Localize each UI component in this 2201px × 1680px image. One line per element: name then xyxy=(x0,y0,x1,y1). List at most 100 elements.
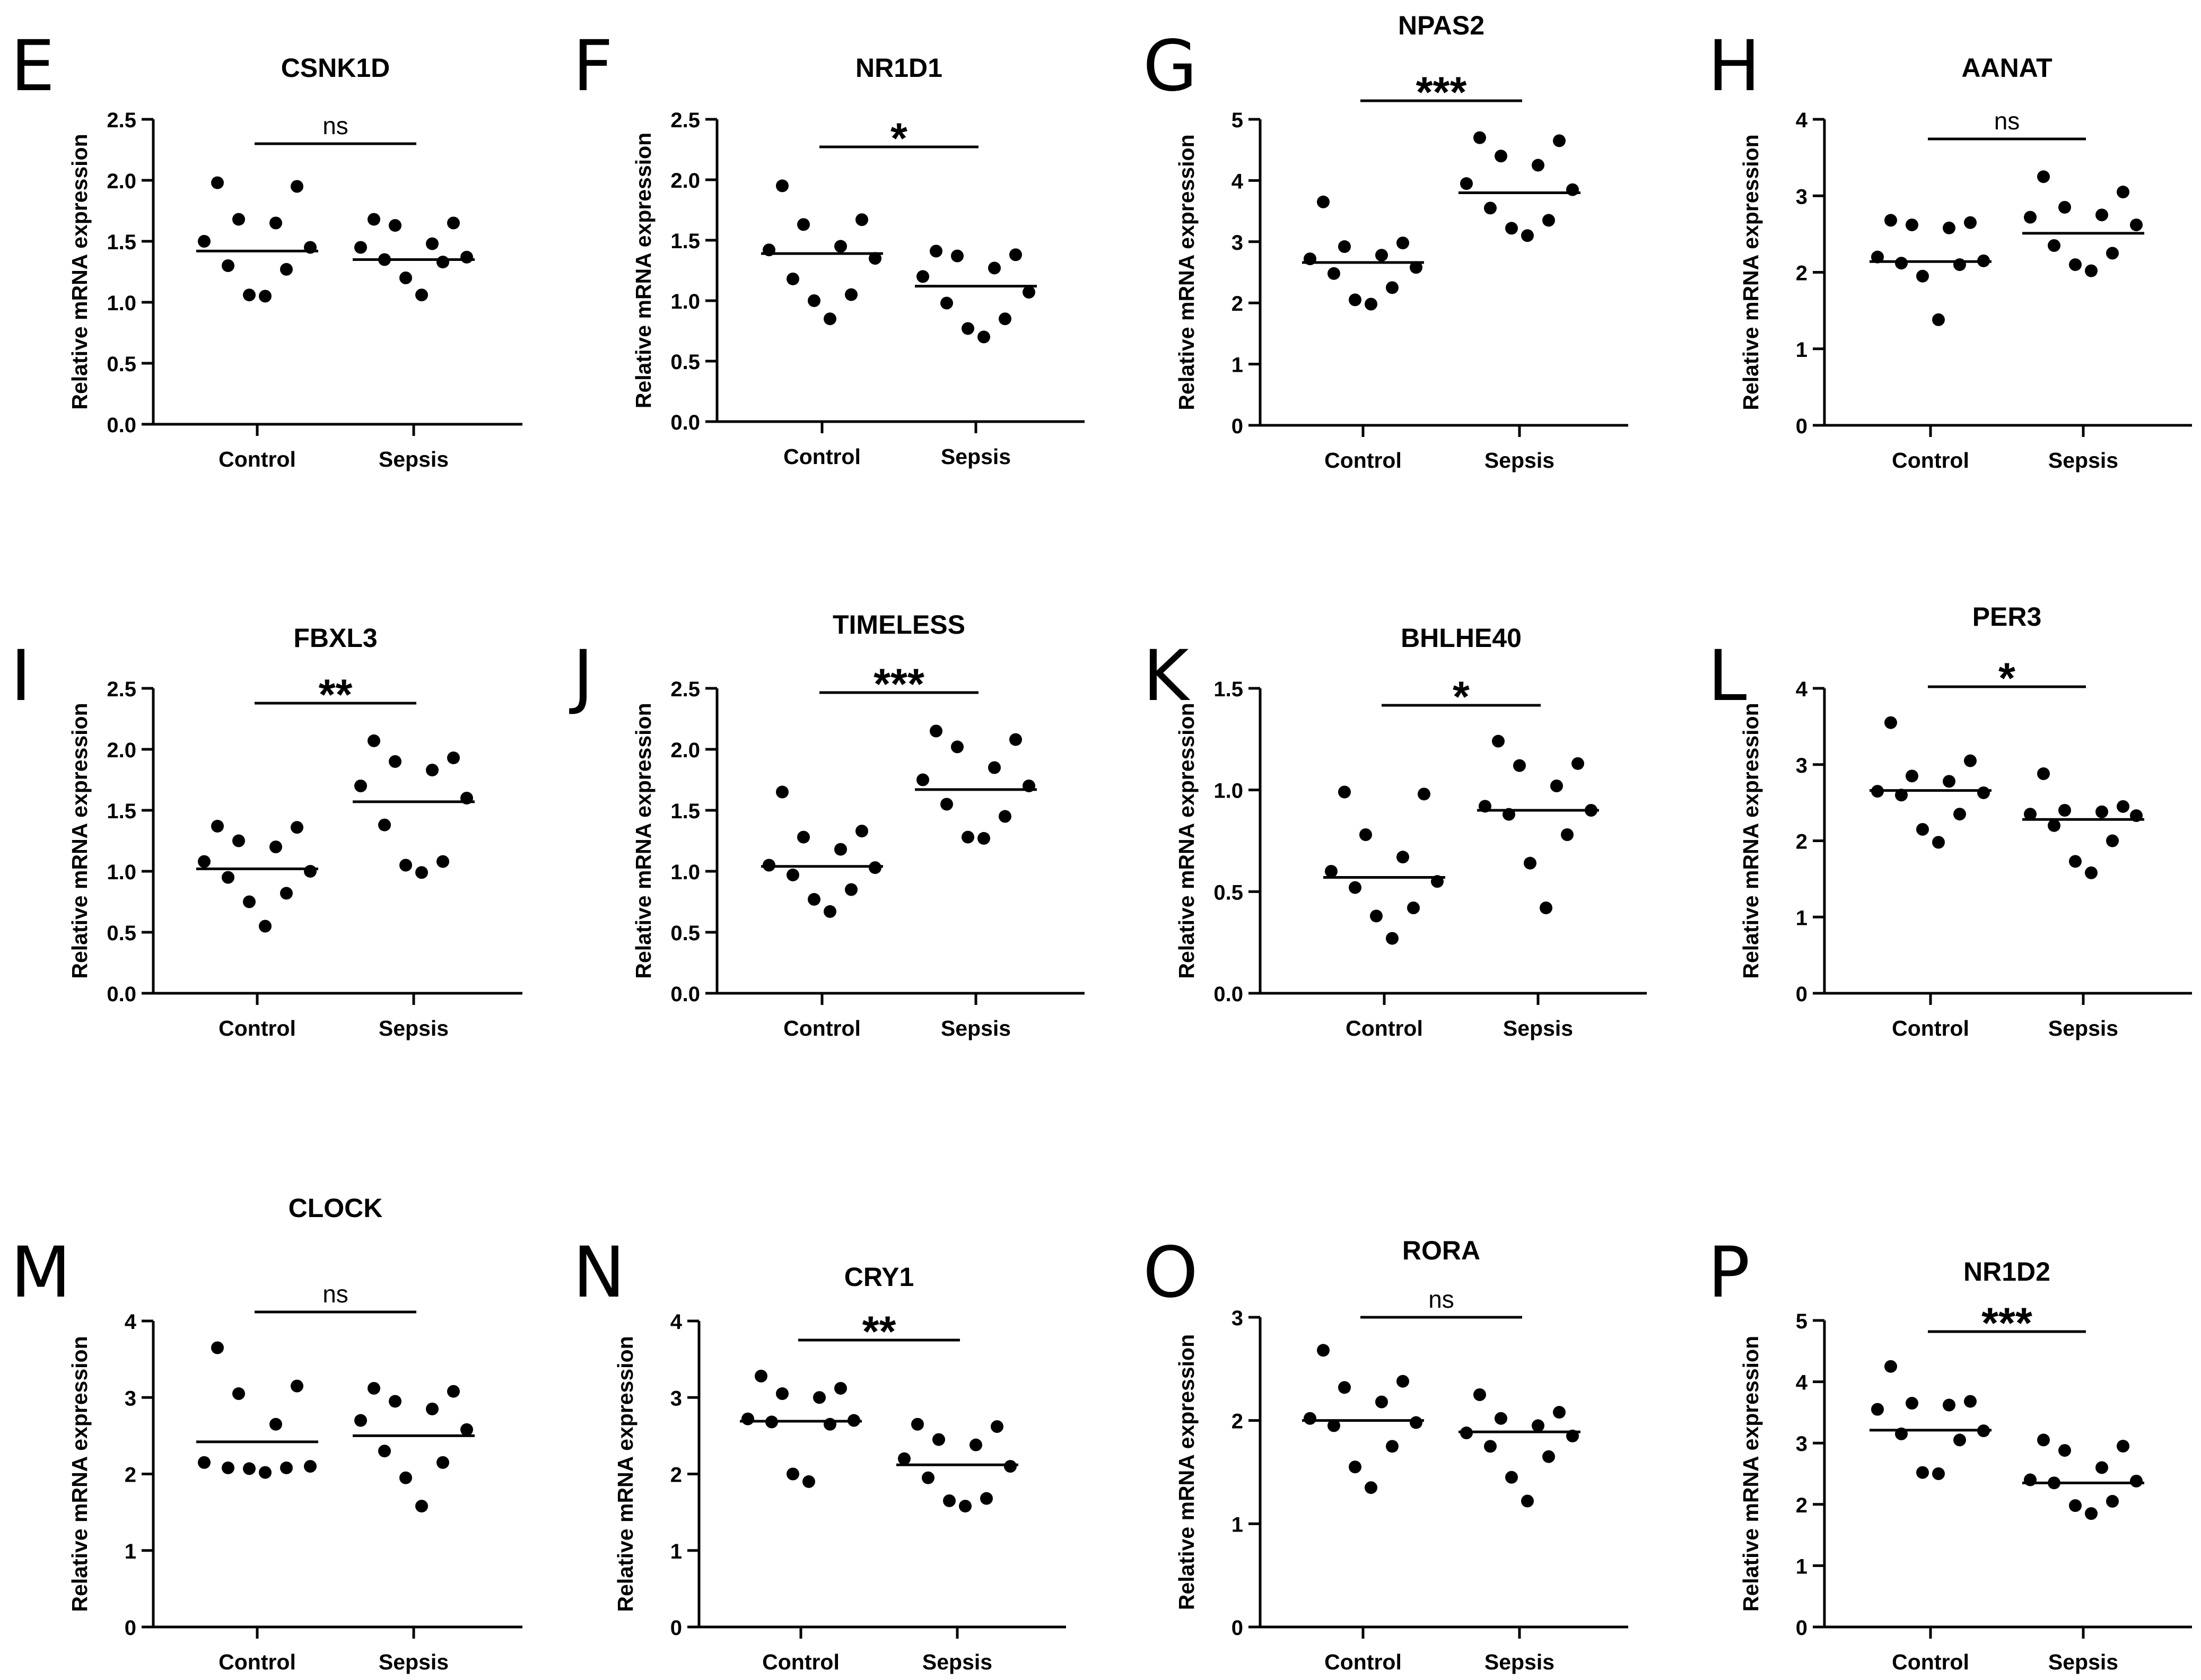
data-point xyxy=(1895,257,1908,270)
data-point xyxy=(304,1460,317,1473)
y-tick-label: 0.0 xyxy=(670,983,700,1006)
chart-title: NR1D1 xyxy=(855,53,942,83)
panel-letter: E xyxy=(11,25,55,107)
panel-h: H AANAT 0 1 2 3 4 Relative mRNA expression Contr… xyxy=(1708,25,2192,472)
data-point xyxy=(222,1461,234,1474)
y-axis-label: Relative mRNA expression xyxy=(1174,134,1199,410)
y-tick-label: 4 xyxy=(1796,1371,1808,1395)
data-point xyxy=(2106,834,2119,847)
panel-letter: M xyxy=(11,1232,71,1314)
data-point xyxy=(2048,819,2060,832)
y-tick-label: 0.0 xyxy=(670,411,700,434)
data-point xyxy=(1953,1433,1966,1447)
data-point xyxy=(999,312,1011,326)
data-point xyxy=(2037,170,2050,183)
data-point xyxy=(389,1395,401,1408)
data-point xyxy=(808,892,820,906)
data-point xyxy=(1375,249,1388,262)
x-tick-label: Sepsis xyxy=(941,444,1011,469)
data-point xyxy=(1004,1460,1017,1473)
data-point xyxy=(1977,786,1990,799)
data-point xyxy=(930,724,942,738)
data-point xyxy=(1484,1440,1497,1453)
y-tick-label: 1 xyxy=(1796,338,1807,362)
y-tick-label: 0.5 xyxy=(107,922,136,945)
y-tick-label: 1 xyxy=(1231,354,1243,377)
significance-label: ns xyxy=(322,1280,348,1308)
data-point xyxy=(855,213,868,226)
data-point xyxy=(797,830,810,844)
y-tick-label: 2 xyxy=(125,1464,136,1487)
data-point xyxy=(354,780,367,792)
data-point xyxy=(426,764,439,777)
panel-letter: N xyxy=(573,1232,625,1314)
y-tick-label: 3 xyxy=(670,1387,682,1410)
data-point xyxy=(951,249,964,262)
data-point xyxy=(436,256,449,269)
data-point xyxy=(2069,1499,2082,1512)
data-point xyxy=(802,1475,815,1488)
data-point xyxy=(1495,150,1507,163)
y-axis-label: Relative mRNA expression xyxy=(67,703,92,978)
data-point xyxy=(1396,237,1409,250)
data-point xyxy=(1023,286,1035,299)
y-axis-label: Relative mRNA expression xyxy=(67,1336,92,1612)
data-point xyxy=(2117,1439,2129,1452)
y-tick-label: 0 xyxy=(1796,1616,1807,1640)
y-tick-label: 3 xyxy=(1231,231,1243,255)
data-point xyxy=(824,1418,836,1431)
data-point xyxy=(845,288,858,301)
data-point xyxy=(1906,218,1918,232)
y-tick-label: 0.0 xyxy=(1213,983,1243,1006)
data-point xyxy=(2095,805,2108,818)
data-point xyxy=(426,237,439,250)
data-point xyxy=(2037,767,2050,780)
data-point xyxy=(389,219,401,232)
significance-label: ** xyxy=(319,671,353,719)
y-tick-label: 2.5 xyxy=(107,678,136,701)
y-tick-label: 0.5 xyxy=(670,351,700,374)
panel-g: G NPAS2 0 1 2 3 4 5 Relative mRNA expression Cont… xyxy=(1143,11,1628,472)
data-point xyxy=(787,868,799,881)
chart-title: PER3 xyxy=(1972,602,2042,632)
data-point xyxy=(1871,1403,1884,1416)
data-point xyxy=(1410,1416,1422,1429)
data-point xyxy=(1550,780,1563,792)
data-point xyxy=(1953,258,1966,272)
data-point xyxy=(269,216,282,230)
y-tick-label: 0 xyxy=(1796,983,1807,1006)
data-point xyxy=(1418,788,1430,801)
chart-title: NR1D2 xyxy=(1963,1257,2050,1287)
data-point xyxy=(940,798,953,811)
data-point xyxy=(1317,195,1330,208)
data-point xyxy=(2095,1461,2108,1474)
data-point xyxy=(1884,214,1897,227)
y-tick-label: 5 xyxy=(1231,109,1243,132)
data-point xyxy=(824,312,836,326)
data-point xyxy=(415,1500,428,1513)
data-point xyxy=(211,819,224,833)
data-point xyxy=(2069,855,2082,868)
data-point xyxy=(1906,1397,1918,1410)
panel-letter: J xyxy=(569,635,593,717)
data-point xyxy=(2085,1507,2098,1520)
data-point xyxy=(1365,298,1377,311)
data-point xyxy=(1396,851,1409,864)
data-point xyxy=(1561,828,1574,841)
x-tick-label: Sepsis xyxy=(1484,1650,1554,1674)
data-point xyxy=(368,213,380,226)
data-point xyxy=(415,288,428,302)
panel-letter: F xyxy=(573,25,613,107)
data-point xyxy=(1884,716,1897,729)
data-point xyxy=(977,330,990,344)
y-tick-label: 2 xyxy=(1796,1494,1807,1517)
y-tick-label: 3 xyxy=(1796,1432,1807,1456)
chart-title: BHLHE40 xyxy=(1401,623,1522,653)
data-point xyxy=(1571,757,1584,770)
x-tick-label: Sepsis xyxy=(922,1650,992,1674)
y-axis-label: Relative mRNA expression xyxy=(67,134,92,409)
data-point xyxy=(1460,177,1473,190)
panel-l: L PER3 0 1 2 3 4 Relative mRNA expression Contro… xyxy=(1708,602,2192,1040)
data-point xyxy=(1553,1406,1566,1419)
data-point xyxy=(259,1466,272,1479)
